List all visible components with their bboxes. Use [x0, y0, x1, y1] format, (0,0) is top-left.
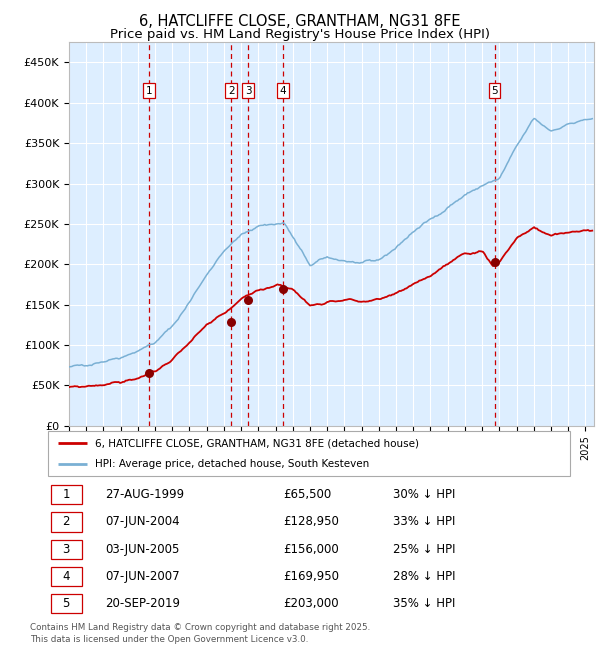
Text: HPI: Average price, detached house, South Kesteven: HPI: Average price, detached house, Sout… [95, 459, 369, 469]
Text: 5: 5 [62, 597, 70, 610]
Text: £203,000: £203,000 [283, 597, 338, 610]
FancyBboxPatch shape [48, 431, 570, 476]
Text: 4: 4 [62, 570, 70, 583]
FancyBboxPatch shape [50, 512, 82, 532]
Text: 25% ↓ HPI: 25% ↓ HPI [392, 543, 455, 556]
Text: 5: 5 [491, 86, 498, 96]
Text: 07-JUN-2007: 07-JUN-2007 [106, 570, 180, 583]
Text: 4: 4 [280, 86, 286, 96]
Text: 30% ↓ HPI: 30% ↓ HPI [392, 488, 455, 501]
FancyBboxPatch shape [50, 540, 82, 559]
Text: 6, HATCLIFFE CLOSE, GRANTHAM, NG31 8FE (detached house): 6, HATCLIFFE CLOSE, GRANTHAM, NG31 8FE (… [95, 438, 419, 448]
Text: 27-AUG-1999: 27-AUG-1999 [106, 488, 185, 501]
Text: 03-JUN-2005: 03-JUN-2005 [106, 543, 180, 556]
Text: £169,950: £169,950 [283, 570, 339, 583]
Text: 3: 3 [245, 86, 251, 96]
Text: Price paid vs. HM Land Registry's House Price Index (HPI): Price paid vs. HM Land Registry's House … [110, 28, 490, 41]
FancyBboxPatch shape [50, 485, 82, 504]
Text: 1: 1 [62, 488, 70, 501]
FancyBboxPatch shape [50, 594, 82, 614]
Text: 2: 2 [228, 86, 235, 96]
Text: £156,000: £156,000 [283, 543, 338, 556]
Text: Contains HM Land Registry data © Crown copyright and database right 2025.
This d: Contains HM Land Registry data © Crown c… [30, 623, 370, 644]
Text: 1: 1 [146, 86, 152, 96]
Text: £128,950: £128,950 [283, 515, 339, 528]
FancyBboxPatch shape [50, 567, 82, 586]
Text: 35% ↓ HPI: 35% ↓ HPI [392, 597, 455, 610]
Text: 2: 2 [62, 515, 70, 528]
Text: £65,500: £65,500 [283, 488, 331, 501]
Text: 07-JUN-2004: 07-JUN-2004 [106, 515, 180, 528]
Text: 28% ↓ HPI: 28% ↓ HPI [392, 570, 455, 583]
Text: 3: 3 [62, 543, 70, 556]
Text: 20-SEP-2019: 20-SEP-2019 [106, 597, 181, 610]
Text: 33% ↓ HPI: 33% ↓ HPI [392, 515, 455, 528]
Text: 6, HATCLIFFE CLOSE, GRANTHAM, NG31 8FE: 6, HATCLIFFE CLOSE, GRANTHAM, NG31 8FE [139, 14, 461, 29]
